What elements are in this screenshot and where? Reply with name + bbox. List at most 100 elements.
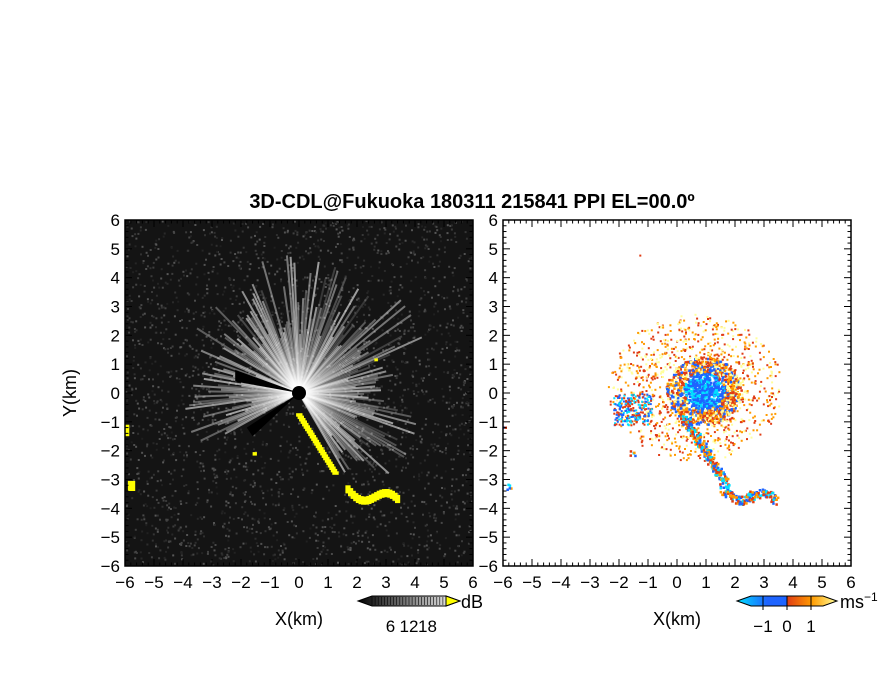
velocity-pixel [709, 357, 712, 361]
noise-pixel [374, 237, 377, 240]
noise-pixel [365, 341, 368, 344]
noise-pixel [143, 285, 146, 287]
noise-pixel [135, 387, 137, 390]
noise-pixel [369, 548, 372, 551]
velocity-pixel [770, 370, 773, 373]
velocity-pixel [716, 333, 719, 335]
noise-pixel [150, 424, 153, 427]
velocity-pixel [707, 432, 710, 435]
noise-pixel [426, 330, 429, 333]
velocity-pixel [627, 344, 630, 347]
noise-pixel [295, 532, 298, 535]
noise-pixel [407, 388, 410, 391]
noise-pixel [205, 258, 207, 261]
noise-pixel [274, 504, 277, 507]
velocity-pixel [719, 415, 723, 418]
noise-pixel [197, 547, 200, 550]
left-x-tick-label: 5 [439, 573, 448, 592]
noise-pixel [419, 298, 422, 301]
noise-pixel [201, 517, 203, 520]
noise-pixel [238, 267, 241, 270]
noise-pixel [295, 246, 298, 249]
noise-pixel [263, 512, 266, 515]
noise-pixel [289, 292, 292, 295]
noise-pixel [323, 316, 326, 319]
noise-pixel [196, 501, 199, 504]
velocity-pixel [630, 371, 633, 374]
noise-pixel [241, 506, 244, 509]
velocity-pixel [714, 422, 716, 424]
noise-pixel [458, 424, 461, 427]
noise-pixel [251, 527, 254, 530]
noise-pixel [160, 316, 163, 319]
noise-pixel [388, 435, 391, 438]
noise-pixel [350, 457, 353, 460]
noise-pixel [182, 539, 185, 542]
noise-pixel [187, 311, 190, 314]
velocity-pixel [660, 355, 663, 358]
saturated-echo [308, 432, 315, 437]
noise-pixel [366, 229, 369, 232]
noise-pixel [458, 436, 460, 439]
noise-pixel [151, 524, 154, 527]
noise-pixel [139, 316, 142, 318]
noise-pixel [183, 454, 185, 457]
noise-pixel [269, 377, 272, 380]
velocity-pixel [651, 415, 654, 418]
noise-pixel [382, 293, 385, 296]
noise-pixel [322, 224, 325, 227]
noise-pixel [181, 394, 184, 397]
noise-pixel [126, 452, 129, 455]
noise-pixel [271, 314, 274, 316]
velocity-pixel [669, 400, 673, 404]
velocity-pixel [707, 352, 710, 355]
noise-pixel [387, 497, 390, 500]
velocity-pixel [718, 402, 721, 405]
velocity-pixel [720, 385, 724, 389]
velocity-pixel [746, 427, 749, 430]
echo-ray [245, 317, 300, 394]
noise-pixel [291, 470, 294, 473]
noise-pixel [277, 342, 280, 345]
noise-pixel [215, 225, 218, 228]
noise-pixel [161, 484, 163, 487]
velocity-pixel [720, 369, 724, 372]
noise-pixel [417, 551, 420, 554]
noise-pixel [354, 305, 357, 308]
noise-pixel [396, 322, 399, 325]
noise-pixel [304, 234, 306, 237]
noise-pixel [311, 230, 314, 232]
noise-pixel [469, 490, 472, 493]
noise-pixel [194, 533, 197, 536]
velocity-pixel [688, 386, 691, 389]
noise-pixel [167, 526, 170, 529]
noise-pixel [184, 338, 187, 341]
noise-pixel [167, 546, 170, 549]
noise-pixel [224, 470, 227, 473]
noise-pixel [191, 547, 194, 549]
velocity-pixel [739, 386, 742, 390]
velocity-pixel [696, 399, 700, 403]
left-x-tick-label: −3 [202, 573, 221, 592]
noise-pixel [256, 240, 259, 243]
velocity-pixel [658, 433, 661, 436]
noise-pixel [205, 430, 208, 433]
noise-pixel [235, 295, 238, 298]
noise-pixel [179, 320, 182, 322]
noise-pixel [450, 405, 453, 408]
noise-pixel [389, 344, 392, 347]
noise-pixel [312, 558, 315, 560]
velocity-pixel [675, 401, 678, 405]
noise-pixel [367, 493, 370, 496]
noise-pixel [139, 307, 142, 310]
velocity-pixel [700, 401, 703, 405]
velocity-pixel [681, 330, 684, 333]
noise-pixel [252, 480, 255, 482]
velocity-pixel [640, 441, 643, 444]
echo-ray [298, 366, 383, 394]
noise-pixel [300, 321, 303, 324]
noise-pixel [334, 421, 337, 423]
velocity-pixel [708, 394, 712, 397]
velocity-pixel [638, 383, 641, 386]
noise-pixel [288, 264, 291, 267]
